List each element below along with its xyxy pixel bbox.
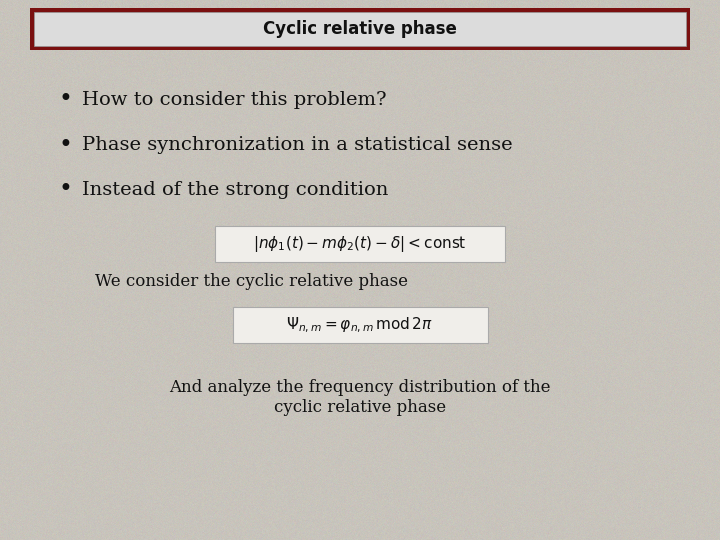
Text: cyclic relative phase: cyclic relative phase <box>274 400 446 416</box>
FancyBboxPatch shape <box>30 8 690 50</box>
Text: •: • <box>58 179 72 201</box>
Text: $\Psi_{n,m} = \varphi_{n,m} \, \mathrm{mod} \, 2\pi$: $\Psi_{n,m} = \varphi_{n,m} \, \mathrm{m… <box>287 315 433 335</box>
Text: And analyze the frequency distribution of the: And analyze the frequency distribution o… <box>169 380 551 396</box>
FancyBboxPatch shape <box>233 307 487 343</box>
Text: •: • <box>58 133 72 157</box>
Text: •: • <box>58 89 72 111</box>
Text: How to consider this problem?: How to consider this problem? <box>82 91 387 109</box>
Text: Phase synchronization in a statistical sense: Phase synchronization in a statistical s… <box>82 136 513 154</box>
Text: We consider the cyclic relative phase: We consider the cyclic relative phase <box>95 273 408 291</box>
Text: Instead of the strong condition: Instead of the strong condition <box>82 181 388 199</box>
FancyBboxPatch shape <box>215 226 505 262</box>
Text: Cyclic relative phase: Cyclic relative phase <box>263 20 457 38</box>
FancyBboxPatch shape <box>34 12 686 46</box>
Text: $|n\phi_1(t) - m\phi_2(t) - \delta| < \mathrm{const}$: $|n\phi_1(t) - m\phi_2(t) - \delta| < \m… <box>253 234 467 254</box>
